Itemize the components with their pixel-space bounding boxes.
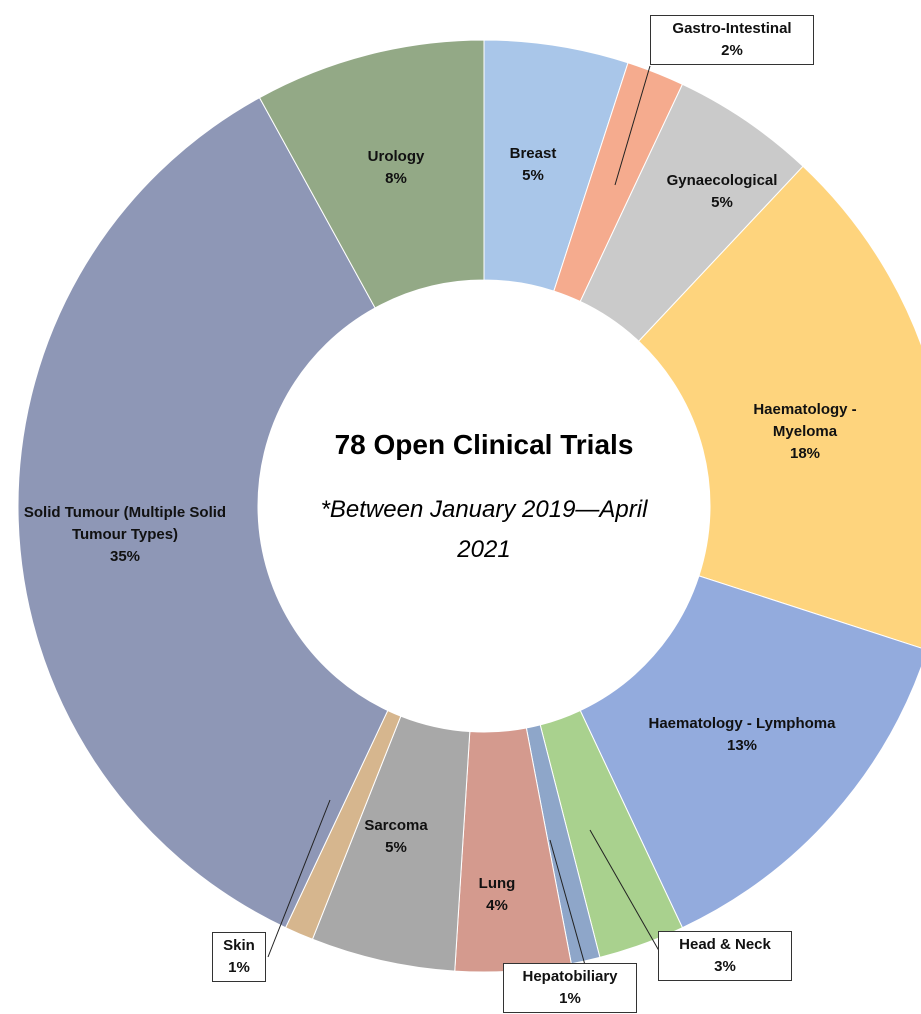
category-label: Breast bbox=[509, 145, 557, 162]
value-label: 5% bbox=[522, 167, 544, 184]
value-label: 5% bbox=[385, 839, 407, 856]
data-label: Solid Tumour (Multiple Solid Tumour Type… bbox=[18, 502, 233, 568]
leader-line bbox=[614, 65, 651, 186]
value-label: 5% bbox=[711, 194, 733, 211]
value-label: 2% bbox=[721, 42, 743, 59]
data-label: Lung 4% bbox=[467, 873, 527, 917]
value-label: 1% bbox=[228, 959, 250, 976]
value-label: 8% bbox=[385, 170, 407, 187]
chart-subtitle: *Between January 2019—April 2021 bbox=[320, 496, 648, 563]
donut-segment bbox=[638, 165, 921, 649]
category-label: Gynaecological bbox=[666, 172, 778, 189]
data-label: Hepatobiliary 1% bbox=[503, 963, 637, 1013]
category-label: Head & Neck bbox=[679, 936, 771, 953]
data-label: Haematology - Myeloma 18% bbox=[745, 399, 865, 465]
data-label: Urology 8% bbox=[356, 146, 436, 190]
category-label: Hepatobiliary bbox=[522, 968, 618, 985]
value-label: 13% bbox=[726, 737, 758, 754]
donut-segment bbox=[258, 39, 485, 309]
category-label: Lung bbox=[478, 875, 516, 892]
data-label: Gastro-Intestinal 2% bbox=[650, 15, 814, 65]
value-label: 4% bbox=[486, 897, 508, 914]
data-label: Head & Neck 3% bbox=[658, 931, 792, 981]
value-label: 35% bbox=[109, 548, 141, 565]
value-label: 1% bbox=[559, 990, 581, 1007]
leader-line bbox=[549, 839, 586, 966]
data-label: Haematology - Lymphoma 13% bbox=[612, 713, 872, 757]
category-label: Urology bbox=[367, 148, 425, 165]
chart-title: 78 Open Clinical Trials bbox=[334, 429, 634, 460]
donut-segment bbox=[17, 96, 389, 929]
category-label: Gastro-Intestinal bbox=[672, 20, 792, 37]
leader-line bbox=[267, 799, 331, 958]
category-label: Haematology - Myeloma bbox=[753, 401, 857, 440]
data-label: Gynaecological 5% bbox=[647, 170, 797, 214]
data-label: Breast 5% bbox=[493, 143, 573, 187]
leader-line bbox=[589, 829, 663, 957]
value-label: 3% bbox=[714, 958, 736, 975]
donut-segment bbox=[579, 575, 921, 929]
category-label: Solid Tumour (Multiple Solid Tumour Type… bbox=[23, 504, 227, 543]
category-label: Skin bbox=[223, 937, 255, 954]
value-label: 18% bbox=[789, 445, 821, 462]
data-label: Skin 1% bbox=[212, 932, 266, 982]
category-label: Haematology - Lymphoma bbox=[648, 715, 836, 732]
category-label: Sarcoma bbox=[364, 817, 428, 834]
data-label: Sarcoma 5% bbox=[346, 815, 446, 859]
